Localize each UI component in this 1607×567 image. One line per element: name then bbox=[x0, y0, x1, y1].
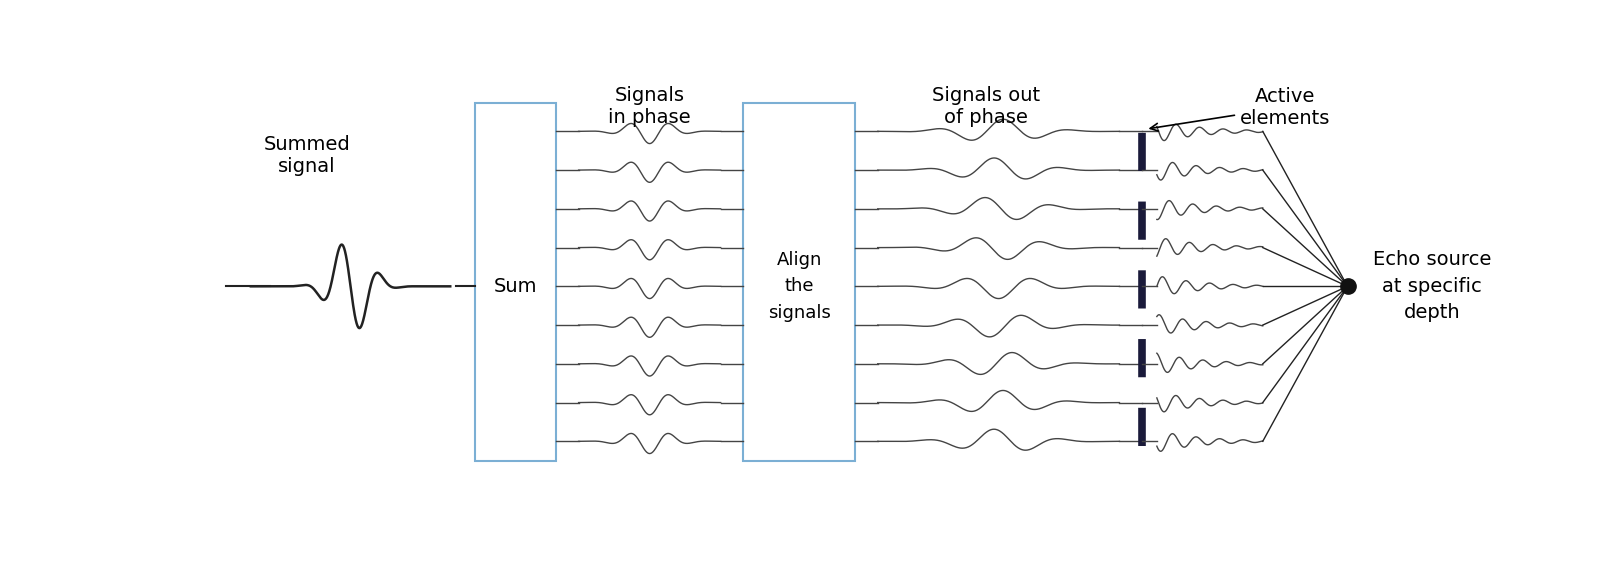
Bar bbox=[742, 103, 855, 461]
Text: Signals out
of phase: Signals out of phase bbox=[932, 86, 1040, 126]
Text: Align
the
signals: Align the signals bbox=[767, 251, 831, 321]
Text: Sum: Sum bbox=[493, 277, 537, 296]
Text: Echo source
at specific
depth: Echo source at specific depth bbox=[1372, 251, 1491, 322]
Bar bbox=[476, 103, 556, 461]
Text: Signals
in phase: Signals in phase bbox=[607, 86, 691, 126]
Text: Active
elements: Active elements bbox=[1149, 87, 1329, 131]
Text: Summed
signal: Summed signal bbox=[264, 135, 350, 176]
